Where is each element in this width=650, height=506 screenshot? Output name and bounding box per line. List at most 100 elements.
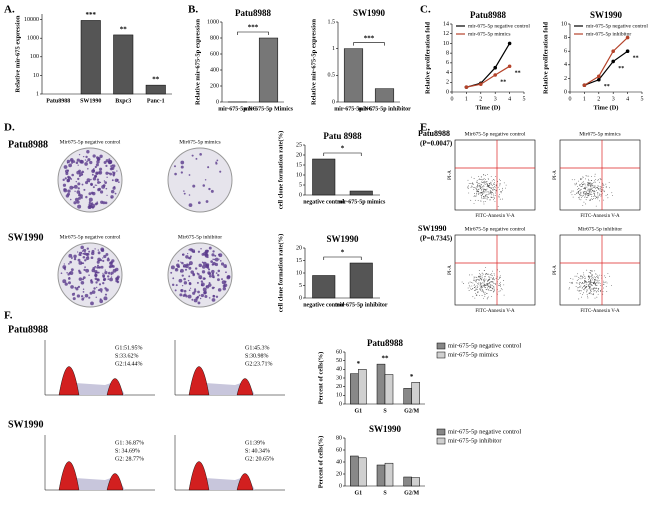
colony <box>207 268 211 271</box>
colony <box>66 179 70 183</box>
event <box>487 184 488 185</box>
y-tick-label: 10 <box>296 270 302 276</box>
event <box>578 190 580 192</box>
event <box>597 277 599 279</box>
colony <box>78 154 81 156</box>
event <box>591 290 592 292</box>
event <box>494 186 496 188</box>
colony <box>64 282 68 286</box>
event <box>585 197 587 198</box>
colony <box>180 165 184 169</box>
event <box>497 186 499 188</box>
colony <box>117 181 120 183</box>
colony <box>183 281 188 285</box>
phase-stat: S: 34.69% <box>115 448 140 454</box>
event <box>598 195 600 196</box>
event <box>598 181 600 183</box>
event <box>493 182 495 183</box>
event <box>600 191 602 193</box>
event <box>489 192 491 194</box>
event <box>597 276 599 278</box>
colony <box>221 278 223 281</box>
event <box>480 283 482 285</box>
event <box>492 278 493 279</box>
event <box>467 186 469 188</box>
event <box>482 191 484 192</box>
event <box>483 283 485 285</box>
y-tick-label: 5 <box>299 283 302 289</box>
event <box>589 288 591 290</box>
bar <box>376 464 386 487</box>
colony <box>103 180 106 182</box>
event <box>589 183 590 185</box>
colony <box>99 190 104 194</box>
event <box>606 291 608 292</box>
event <box>599 274 601 276</box>
event <box>469 286 471 288</box>
event <box>486 188 488 190</box>
colony <box>86 178 91 182</box>
event <box>585 192 587 194</box>
event <box>484 295 486 297</box>
event <box>590 184 592 186</box>
colony <box>208 272 212 276</box>
y-tick-label: 6 <box>446 60 449 66</box>
event <box>569 287 570 289</box>
event <box>576 282 578 284</box>
bar <box>376 363 386 405</box>
event <box>475 193 477 195</box>
colony <box>90 178 92 181</box>
event <box>492 291 494 293</box>
event <box>583 195 584 196</box>
event <box>584 186 585 188</box>
event <box>579 283 580 285</box>
legend-swatch <box>436 437 446 445</box>
colony <box>66 159 71 164</box>
event <box>574 183 576 185</box>
event <box>582 193 584 195</box>
event <box>502 187 503 189</box>
colony <box>108 158 111 161</box>
y-tick-label: 14 <box>443 21 449 27</box>
colony <box>191 251 194 253</box>
event <box>586 193 588 194</box>
event <box>580 199 582 201</box>
event <box>595 283 597 284</box>
event <box>580 290 582 292</box>
event <box>583 283 585 285</box>
event <box>471 281 472 283</box>
event <box>602 183 604 185</box>
colony <box>82 252 85 255</box>
event <box>489 277 490 279</box>
colony <box>107 160 112 165</box>
colony <box>78 253 81 256</box>
event <box>485 273 487 275</box>
series-line <box>584 50 628 86</box>
colony <box>82 278 85 281</box>
event <box>590 186 592 188</box>
event <box>602 182 604 184</box>
significance: * <box>341 249 345 257</box>
event <box>483 190 485 191</box>
event <box>588 281 590 283</box>
event <box>585 193 586 195</box>
phase-stat: G2: 20.65% <box>245 456 274 462</box>
phase-stat: G2:23.71% <box>245 361 273 367</box>
plot-frame <box>559 139 641 211</box>
y-tick-label: 20 <box>296 152 302 158</box>
event <box>486 293 488 294</box>
event <box>480 184 482 186</box>
event <box>483 280 484 282</box>
event <box>595 189 597 191</box>
event <box>568 288 570 290</box>
event <box>569 282 571 284</box>
colony <box>200 248 202 250</box>
event <box>486 196 488 197</box>
y-tick-label: 0 <box>446 89 449 95</box>
event <box>467 179 469 181</box>
event <box>485 189 487 191</box>
colony <box>71 292 75 296</box>
colony <box>89 291 93 295</box>
colony <box>105 252 109 256</box>
event <box>476 192 478 194</box>
